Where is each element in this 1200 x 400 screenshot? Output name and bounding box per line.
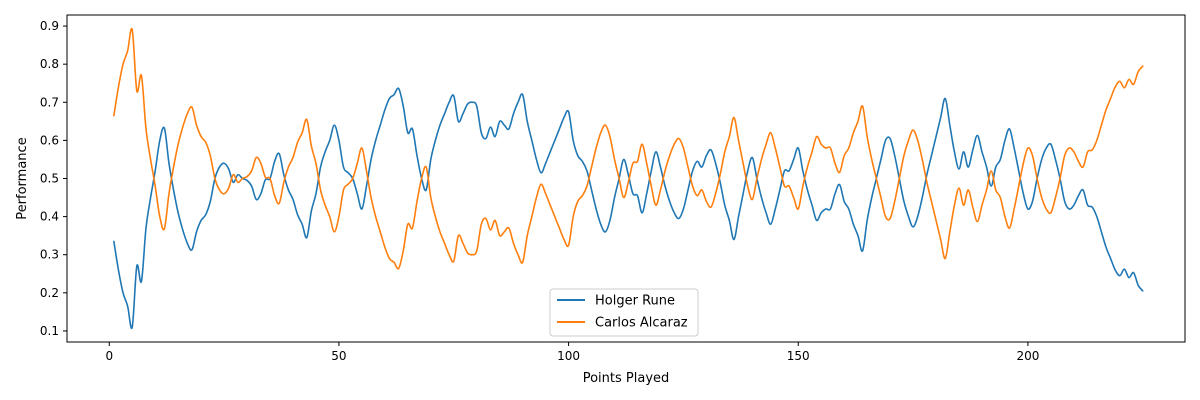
y-tick-label: 0.8 (40, 57, 59, 71)
x-axis-ticks: 0 50 100 150 200 (105, 342, 1039, 363)
x-tick-label: 0 (105, 349, 113, 363)
series-layer (113, 27, 1144, 330)
y-tick-label: 0.2 (40, 286, 59, 300)
x-tick-label: 50 (331, 349, 346, 363)
y-axis-label: Performance (15, 137, 30, 219)
series-line-carlos-alcaraz (113, 27, 1144, 270)
x-tick-label: 100 (557, 349, 580, 363)
y-tick-label: 0.4 (40, 210, 59, 224)
legend-box (549, 288, 699, 337)
y-tick-label: 0.1 (40, 324, 59, 338)
x-axis-label: Points Played (583, 371, 670, 386)
y-tick-label: 0.7 (40, 95, 59, 109)
plot-area-frame (66, 14, 1186, 343)
y-tick-label: 0.5 (40, 172, 59, 186)
legend-label-holger-rune: Holger Rune (595, 294, 675, 309)
y-tick-label: 0.3 (40, 248, 59, 262)
x-tick-label: 200 (1016, 349, 1039, 363)
y-tick-label: 0.9 (40, 19, 59, 33)
y-axis-ticks: 0.1 0.2 0.3 0.4 0.5 0.6 0.7 0.8 0.9 (40, 19, 67, 338)
x-tick-label: 150 (787, 349, 810, 363)
legend: Holger Rune Carlos Alcaraz (549, 288, 699, 337)
legend-label-carlos-alcaraz: Carlos Alcaraz (595, 316, 688, 331)
y-tick-label: 0.6 (40, 133, 59, 147)
